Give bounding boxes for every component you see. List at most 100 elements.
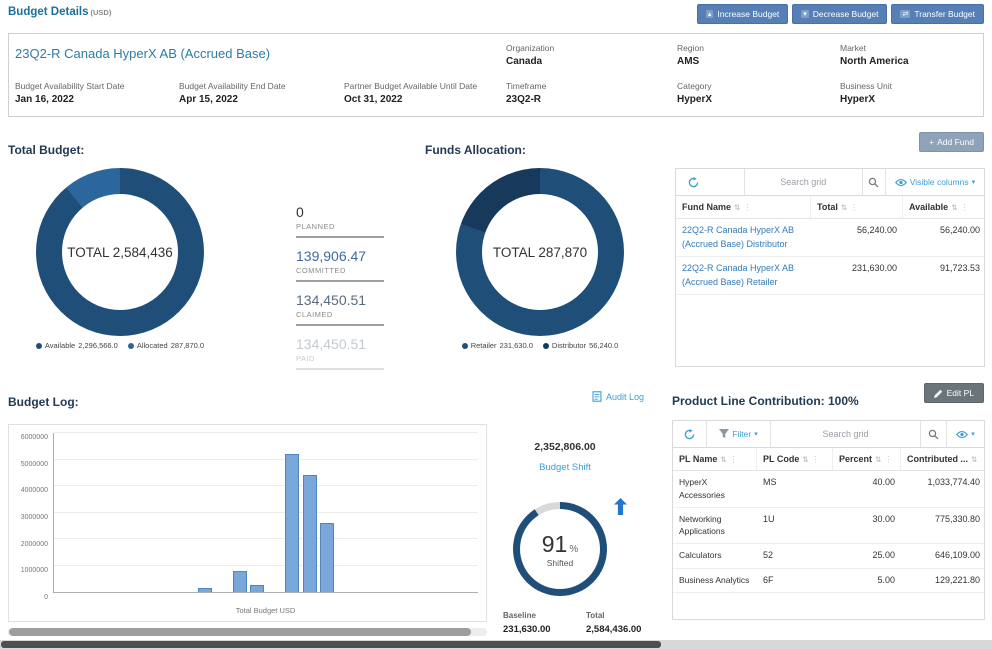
column-menu-icon[interactable]: ⋮ bbox=[884, 454, 893, 464]
column-visibility-button[interactable]: ▾ bbox=[946, 421, 984, 447]
column-menu-icon[interactable]: ⋮ bbox=[743, 202, 752, 212]
column-header-pl-name[interactable]: PL Name ⇅ ⋮ bbox=[673, 448, 757, 470]
increase-budget-button[interactable]: ▴ Increase Budget bbox=[696, 4, 789, 24]
column-label: Available bbox=[909, 202, 949, 212]
stat-label: PLANNED bbox=[296, 222, 335, 231]
bar-slot bbox=[109, 433, 127, 592]
refresh-icon bbox=[688, 176, 699, 187]
column-header-contributed[interactable]: Contributed ... ⇅ bbox=[901, 448, 986, 470]
bar bbox=[232, 571, 247, 592]
bar-slot bbox=[74, 433, 92, 592]
bar-slot bbox=[354, 433, 372, 592]
stat-planned: 0 PLANNED bbox=[296, 204, 384, 238]
pl-code: 52 bbox=[763, 550, 774, 560]
gauge-percent-unit: % bbox=[569, 543, 579, 555]
legend-value: 56,240.0 bbox=[589, 341, 619, 350]
add-fund-button[interactable]: + Add Fund bbox=[919, 132, 984, 152]
legend-value: 287,870.0 bbox=[170, 341, 205, 350]
gridline bbox=[54, 511, 478, 513]
bar-slot bbox=[249, 433, 267, 592]
product-line-heading: Product Line Contribution: 100% bbox=[672, 394, 859, 408]
legend-value: 2,296,566.0 bbox=[78, 341, 118, 350]
budget-log-bars bbox=[54, 433, 478, 592]
legend-label: Available bbox=[44, 341, 76, 350]
column-label: PL Name bbox=[679, 454, 718, 464]
field-label: Market bbox=[840, 43, 866, 53]
pencil-icon bbox=[933, 389, 942, 398]
legend-dot bbox=[461, 342, 468, 349]
column-header-fund-name[interactable]: Fund Name ⇅ ⋮ bbox=[676, 196, 811, 218]
fund-name-link[interactable]: 22Q2-R Canada HyperX AB (Accrued Base) R… bbox=[682, 263, 795, 287]
column-header-pl-code[interactable]: PL Code ⇅ ⋮ bbox=[757, 448, 833, 470]
stat-paid: 134,450.51 PAID bbox=[296, 336, 384, 370]
audit-log-link[interactable]: Audit Log bbox=[592, 391, 644, 402]
fund-total-value: 231,630.00 bbox=[851, 263, 897, 273]
refresh-button[interactable] bbox=[673, 421, 707, 447]
donut-hole bbox=[62, 194, 178, 310]
column-header-available[interactable]: Available ⇅ ⋮ bbox=[903, 196, 986, 218]
budget-shift-link[interactable]: Budget Shift bbox=[539, 462, 591, 473]
edit-pl-button[interactable]: Edit PL bbox=[923, 383, 984, 403]
legend-dot bbox=[542, 342, 549, 349]
audit-log-icon bbox=[592, 391, 602, 402]
budget-log-heading: Budget Log: bbox=[8, 395, 79, 409]
arrow-up-icon: ▴ bbox=[705, 10, 714, 18]
transfer-budget-button[interactable]: ⇄ Transfer Budget bbox=[891, 4, 984, 24]
sort-icon: ⇅ bbox=[875, 454, 882, 464]
plus-icon: + bbox=[929, 137, 935, 147]
sort-icon: ⇅ bbox=[720, 454, 727, 464]
pl-percent: 25.00 bbox=[872, 550, 895, 560]
column-menu-icon[interactable]: ⋮ bbox=[811, 454, 820, 464]
filter-button[interactable]: Filter ▾ bbox=[707, 421, 771, 447]
chart-scrollbar-track[interactable] bbox=[8, 628, 487, 636]
page-scrollbar-thumb[interactable] bbox=[1, 641, 661, 648]
y-tick-label: 5000000 bbox=[20, 460, 48, 468]
bar-slot bbox=[144, 433, 162, 592]
field-partner-until-date: Partner Budget Available Until Date Oct … bbox=[344, 81, 477, 105]
page-title: Budget Details (USD) bbox=[8, 6, 111, 18]
budget-status-stats: 0 PLANNED 139,906.47 COMMITTED 134,450.5… bbox=[296, 204, 388, 380]
stat-claimed: 134,450.51 CLAIMED bbox=[296, 292, 384, 326]
total-budget-legend: Available 2,296,566.0 Allocated 287,870.… bbox=[25, 341, 215, 350]
field-value: AMS bbox=[677, 56, 700, 67]
pl-percent: 40.00 bbox=[872, 477, 895, 487]
budget-log-grid bbox=[54, 432, 478, 592]
shift-total-block: Total 2,584,436.00 bbox=[586, 611, 641, 635]
product-line-search-button[interactable] bbox=[920, 421, 946, 447]
column-header-total[interactable]: Total ⇅ ⋮ bbox=[811, 196, 903, 218]
bar-slot bbox=[284, 433, 302, 592]
bar bbox=[285, 454, 300, 592]
filter-label: Filter bbox=[732, 429, 752, 439]
field-timeframe: Timeframe 23Q2-R bbox=[506, 81, 546, 105]
chevron-down-icon: ▾ bbox=[971, 431, 975, 438]
budget-name-link[interactable]: 23Q2-R Canada HyperX AB (Accrued Base) bbox=[15, 46, 271, 61]
fund-name-link[interactable]: 22Q2-R Canada HyperX AB (Accrued Base) D… bbox=[682, 225, 795, 249]
product-line-search-input[interactable] bbox=[771, 421, 920, 447]
column-header-percent[interactable]: Percent ⇅ ⋮ bbox=[833, 448, 901, 470]
funds-grid-header: Fund Name ⇅ ⋮ Total ⇅ ⋮ Available ⇅ ⋮ bbox=[676, 196, 984, 219]
stat-label: COMMITTED bbox=[296, 266, 346, 275]
funds-search-button[interactable] bbox=[861, 169, 885, 195]
bar-slot bbox=[371, 433, 389, 592]
column-menu-icon[interactable]: ⋮ bbox=[850, 202, 859, 212]
chevron-down-icon: ▾ bbox=[971, 179, 976, 186]
page-scrollbar-track[interactable] bbox=[0, 640, 992, 649]
pl-contributed: 775,330.80 bbox=[934, 513, 980, 524]
transfer-icon: ⇄ bbox=[900, 10, 911, 18]
legend-dot bbox=[35, 342, 42, 349]
edit-pl-label: Edit PL bbox=[946, 388, 974, 398]
column-menu-icon[interactable]: ⋮ bbox=[960, 202, 969, 212]
funds-search-input[interactable] bbox=[744, 169, 862, 195]
bar-slot bbox=[91, 433, 109, 592]
bar-slot bbox=[126, 433, 144, 592]
baseline-block: Baseline 231,630.00 bbox=[503, 611, 551, 635]
bar-slot bbox=[441, 433, 459, 592]
field-value: 23Q2-R bbox=[506, 94, 542, 105]
refresh-button[interactable] bbox=[676, 169, 745, 195]
bar-slot bbox=[424, 433, 442, 592]
decrease-budget-button[interactable]: ▾ Decrease Budget bbox=[792, 4, 888, 24]
visible-columns-button[interactable]: Visible columns ▾ bbox=[884, 169, 984, 195]
column-menu-icon[interactable]: ⋮ bbox=[729, 454, 738, 464]
chart-scrollbar-thumb[interactable] bbox=[9, 628, 471, 636]
